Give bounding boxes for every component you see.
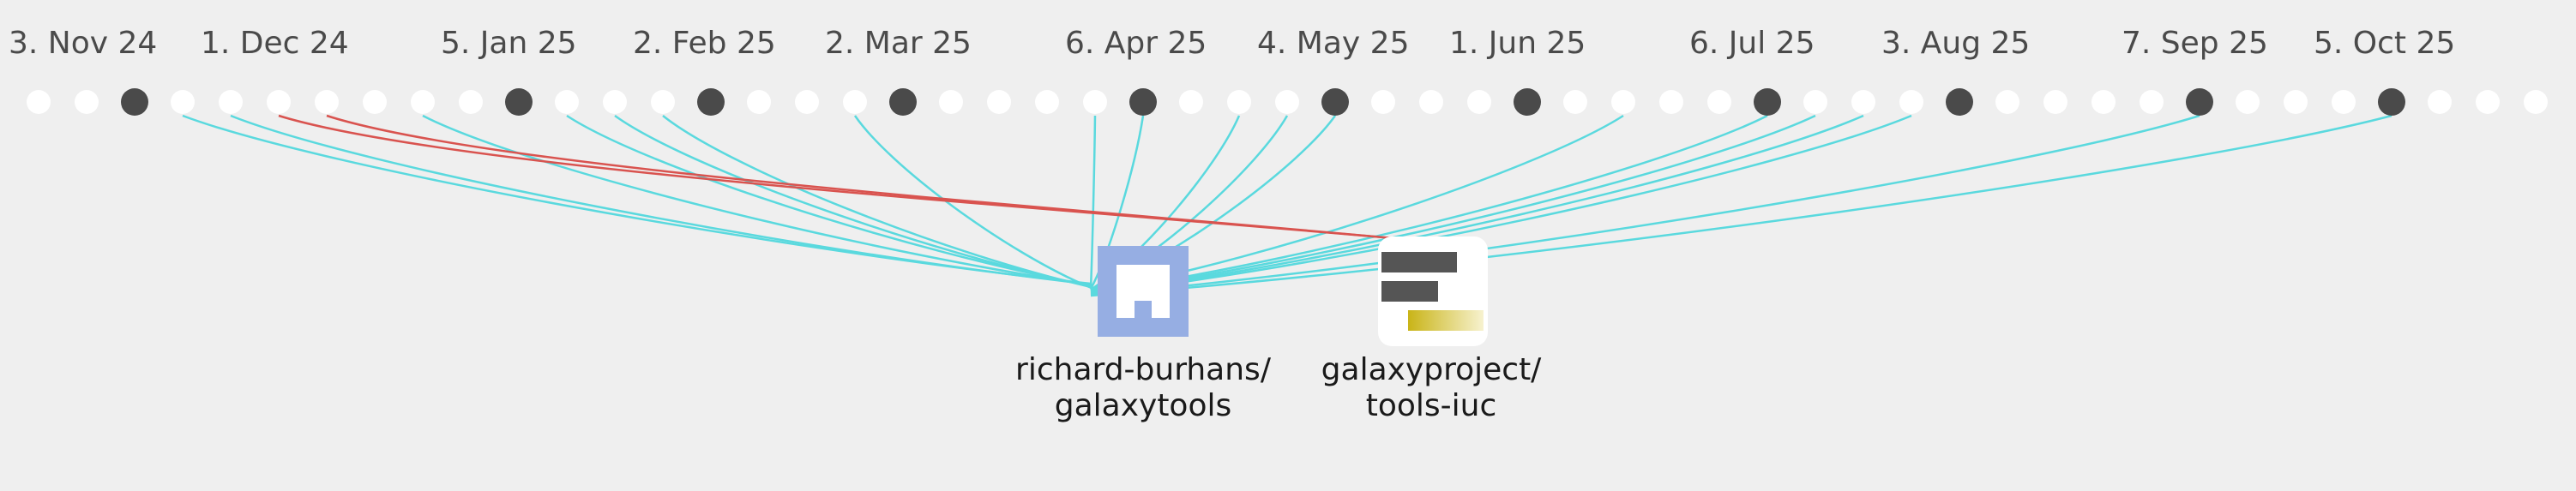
week-dot[interactable] [411, 90, 435, 114]
week-dot-active[interactable] [1946, 88, 1973, 116]
repo-label-line1: richard-burhans/ [1015, 352, 1272, 387]
week-dot[interactable] [1803, 90, 1827, 114]
date-label: 4. May 25 [1257, 26, 1409, 61]
week-dot-active[interactable] [1754, 88, 1781, 116]
week-dot-active[interactable] [697, 88, 725, 116]
week-dot[interactable] [939, 90, 963, 114]
contribution-link [566, 114, 1092, 287]
week-dot[interactable] [2284, 90, 2308, 114]
week-dot[interactable] [2043, 90, 2067, 114]
date-label: 5. Jan 25 [441, 26, 577, 61]
week-dot[interactable] [1851, 90, 1875, 114]
week-dot[interactable] [1083, 90, 1107, 114]
contribution-link [1090, 114, 2392, 297]
week-dot[interactable] [747, 90, 771, 114]
date-label: 1. Jun 25 [1449, 26, 1586, 61]
contribution-link [853, 115, 1092, 289]
week-dot-active[interactable] [1129, 88, 1157, 116]
galaxy-logo-icon [1378, 237, 1488, 346]
week-dot[interactable] [75, 90, 99, 114]
contribution-link [614, 114, 1092, 288]
repo-richard-burhans-galaxytools[interactable]: richard-burhans/ galaxytools [1015, 246, 1272, 423]
date-label: 2. Mar 25 [825, 26, 972, 61]
week-dot[interactable] [459, 90, 483, 114]
repo-galaxyproject-tools-iuc[interactable]: galaxyproject/ tools-iuc [1321, 237, 1543, 423]
week-dot[interactable] [2332, 90, 2356, 114]
contribution-link [1090, 114, 1912, 296]
week-dot[interactable] [2091, 90, 2116, 114]
week-dot[interactable] [267, 90, 291, 114]
contribution-link [422, 114, 1092, 286]
week-dot[interactable] [2236, 90, 2260, 114]
date-label: 3. Nov 24 [9, 26, 157, 61]
repo-label-line2: tools-iuc [1366, 388, 1497, 423]
contribution-link [1090, 114, 1864, 295]
week-dot[interactable] [1707, 90, 1731, 114]
week-dot[interactable] [1275, 90, 1299, 114]
building-icon [1098, 246, 1189, 337]
week-dot[interactable] [795, 90, 819, 114]
week-dot-active[interactable] [1514, 88, 1541, 116]
repo-label-line1: galaxyproject/ [1321, 352, 1543, 387]
week-dot[interactable] [2428, 90, 2452, 114]
week-dot-active[interactable] [1321, 88, 1349, 116]
week-dot[interactable] [1179, 90, 1203, 114]
week-dot[interactable] [27, 90, 51, 114]
date-label: 6. Jul 25 [1689, 26, 1815, 61]
week-dot[interactable] [171, 90, 195, 114]
week-dot[interactable] [843, 90, 867, 114]
contribution-link [326, 114, 1394, 240]
contribution-link [1089, 115, 1097, 289]
contribution-link [1090, 114, 1768, 294]
contribution-link [1090, 114, 1816, 295]
week-dot-active[interactable] [121, 88, 148, 116]
week-dot[interactable] [2476, 90, 2500, 114]
date-label: 1. Dec 24 [201, 26, 349, 61]
week-dot[interactable] [1995, 90, 2019, 114]
week-dot[interactable] [1227, 90, 1251, 114]
contribution-link [662, 115, 1092, 289]
week-dot[interactable] [219, 90, 243, 114]
week-dot[interactable] [363, 90, 387, 114]
week-dot[interactable] [651, 90, 675, 114]
week-dot[interactable] [1659, 90, 1683, 114]
week-dot[interactable] [555, 90, 579, 114]
week-dot[interactable] [1611, 90, 1635, 114]
week-dot[interactable] [1419, 90, 1443, 114]
repo-label-line2: galaxytools [1055, 388, 1232, 423]
week-dot[interactable] [2140, 90, 2164, 114]
contribution-link [278, 114, 1394, 240]
date-label: 2. Feb 25 [633, 26, 776, 61]
week-dot-active[interactable] [2186, 88, 2213, 116]
contribution-link [230, 114, 1092, 286]
week-dot[interactable] [1035, 90, 1059, 114]
week-dot[interactable] [1371, 90, 1395, 114]
week-dot[interactable] [315, 90, 339, 114]
week-dot[interactable] [1563, 90, 1587, 114]
week-dot[interactable] [1467, 90, 1491, 114]
date-label: 5. Oct 25 [2314, 26, 2455, 61]
week-dots [27, 88, 2548, 116]
date-label: 3. Aug 25 [1881, 26, 2030, 61]
week-dot-active[interactable] [505, 88, 533, 116]
date-labels: 3. Nov 24 1. Dec 24 5. Jan 25 2. Feb 25 2. M… [9, 26, 2455, 61]
contribution-links [182, 114, 2392, 297]
contribution-link [1090, 114, 2200, 296]
week-dot-active[interactable] [2378, 88, 2405, 116]
date-label: 7. Sep 25 [2122, 26, 2268, 61]
date-label: 6. Apr 25 [1065, 26, 1207, 61]
week-dot[interactable] [2524, 90, 2548, 114]
week-dot[interactable] [987, 90, 1011, 114]
week-dot-active[interactable] [889, 88, 917, 116]
week-dot[interactable] [1899, 90, 1923, 114]
week-dot[interactable] [603, 90, 627, 114]
